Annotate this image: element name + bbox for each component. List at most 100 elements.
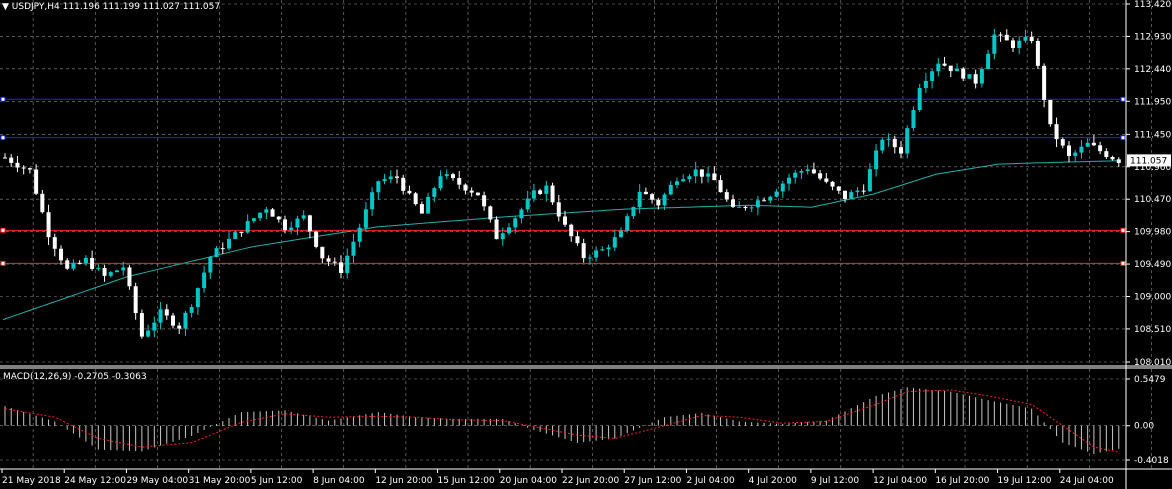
bear-candle [1035,40,1040,66]
bear-candle [824,178,829,182]
price-tick-label: 110.470 [1134,195,1171,205]
bull-candle [183,312,188,329]
bull-candle [787,177,791,184]
bull-candle [544,185,549,194]
bear-candle [1098,145,1103,152]
macd-label: MACD(12,26,9) [3,372,72,382]
level-handle-right [1120,96,1126,102]
price-tick-label: 113.420 [1134,0,1171,10]
bull-candle [681,179,686,182]
bull-candle [1023,36,1028,41]
bull-candle [979,69,984,84]
bear-candle [836,186,841,191]
price-tick-label: 111.950 [1134,97,1171,107]
bear-candle [276,216,281,220]
price-tick-label: 108.010 [1134,358,1171,368]
time-tick-label: 16 Jul 20:00 [935,476,989,486]
candles [3,28,1121,339]
bull-candle [1017,40,1022,48]
time-tick-label: 9 Jul 12:00 [811,476,860,486]
bull-candle [195,288,200,308]
bear-candle [650,194,655,200]
bull-candle [780,183,785,192]
bear-candle [407,190,412,194]
bull-candle [301,215,306,219]
time-tick-label: 20 Jun 04:00 [500,476,557,486]
bear-candle [581,243,586,259]
bull-candle [749,207,754,209]
bull-candle [432,188,437,197]
bull-candle [295,218,300,228]
bear-candle [563,216,567,225]
bear-candle [270,209,275,217]
bear-candle [961,68,966,79]
bull-candle [687,176,692,180]
bull-candle [1079,146,1084,153]
macd-tick-label: -0.4018 [1134,456,1169,466]
bear-candle [712,173,717,181]
bear-candle [998,34,1003,36]
bear-candle [1042,65,1047,100]
bear-candle [1091,142,1096,146]
bear-candle [320,246,325,259]
time-tick-label: 24 May 12:00 [64,476,126,486]
bear-candle [133,286,138,314]
bull-candle [376,181,381,193]
time-tick-label: 27 Jun 12:00 [624,476,681,486]
bear-candle [1110,157,1115,160]
bull-candle [1085,142,1090,147]
price-tick-label: 109.490 [1134,260,1171,270]
bull-candle [158,309,163,323]
bull-candle [587,257,592,259]
bear-candle [811,169,816,174]
bull-candle [849,192,854,199]
bear-candle [326,258,331,262]
price-tick-label: 112.930 [1134,32,1171,42]
current-price-label: 111.057 [1130,156,1167,166]
bull-candle [519,209,524,219]
bear-candle [892,138,897,148]
bull-candle [737,206,742,208]
bear-candle [314,231,319,247]
bear-candle [395,176,399,178]
bear-candle [34,169,39,194]
bear-candle [482,195,487,207]
bull-candle [245,221,250,233]
current-price-box [1127,154,1171,167]
bull-candle [874,150,879,170]
bear-candle [21,167,26,169]
bull-candle [146,330,151,337]
bull-candle [905,128,910,154]
bull-candle [662,194,667,206]
bear-candle [656,199,661,206]
bear-candle [65,260,70,269]
bear-candle [27,168,32,170]
bear-candle [1054,124,1059,140]
bear-candle [3,157,7,159]
bull-candle [208,257,213,273]
time-tick-label: 31 May 20:00 [189,476,251,486]
bear-candle [1004,34,1009,41]
bull-candle [755,200,760,208]
time-tick-label: 12 Jul 04:00 [873,476,927,486]
horizontal-levels[interactable] [0,96,1126,266]
bear-candle [457,178,462,185]
bear-candle [59,248,63,261]
bear-candle [1104,151,1109,158]
bull-candle [693,169,698,177]
bull-candle [264,209,269,213]
bear-candle [818,173,823,179]
time-tick-label: 19 Jul 12:00 [998,476,1052,486]
bear-candle [724,192,729,200]
bear-candle [463,184,468,191]
bull-candle [345,255,350,274]
time-tick-label: 29 May 04:00 [126,476,188,486]
bear-candle [15,162,20,168]
bear-candle [718,180,723,193]
level-handle-left [0,227,6,233]
dropdown-triangle-icon[interactable]: ▼ [2,2,9,12]
bull-candle [986,53,991,70]
bull-candle [594,250,599,258]
price-tick-label: 109.980 [1134,228,1171,238]
